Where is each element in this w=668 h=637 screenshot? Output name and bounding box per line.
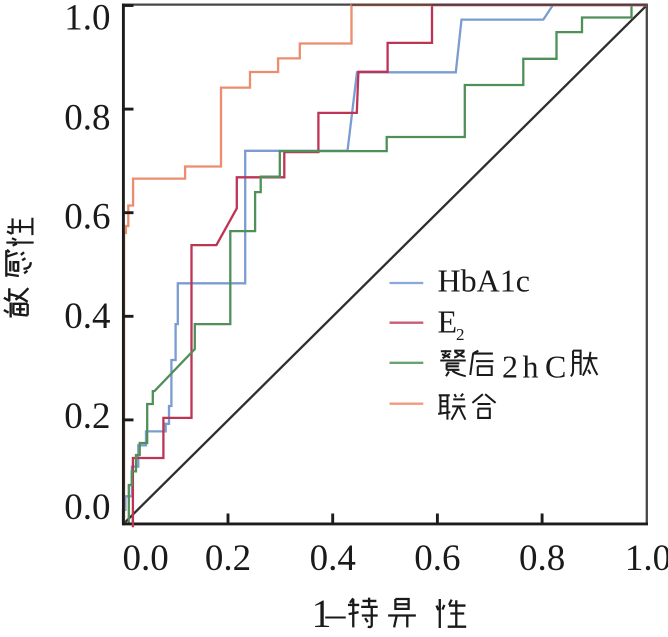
svg-text:E: E — [438, 304, 458, 340]
svg-text:h: h — [523, 349, 539, 385]
svg-text:0.6: 0.6 — [64, 196, 110, 237]
svg-text:0.8: 0.8 — [519, 538, 565, 579]
svg-text:0.4: 0.4 — [64, 296, 110, 337]
svg-text:HbA1c: HbA1c — [438, 262, 530, 298]
svg-text:–: – — [325, 591, 347, 636]
svg-text:0.4: 0.4 — [310, 538, 356, 579]
svg-text:0.0: 0.0 — [122, 538, 168, 579]
svg-text:2: 2 — [456, 325, 465, 344]
svg-text:1.0: 1.0 — [625, 538, 668, 579]
svg-text:0.8: 0.8 — [64, 97, 110, 138]
svg-text:2: 2 — [502, 349, 518, 385]
svg-text:0.6: 0.6 — [414, 538, 460, 579]
svg-text:1.0: 1.0 — [64, 0, 110, 39]
svg-text:0.0: 0.0 — [64, 487, 110, 528]
svg-text:C: C — [545, 349, 566, 385]
svg-text:0.2: 0.2 — [205, 538, 251, 579]
svg-text:1: 1 — [312, 591, 332, 636]
svg-text:0.2: 0.2 — [64, 396, 110, 437]
